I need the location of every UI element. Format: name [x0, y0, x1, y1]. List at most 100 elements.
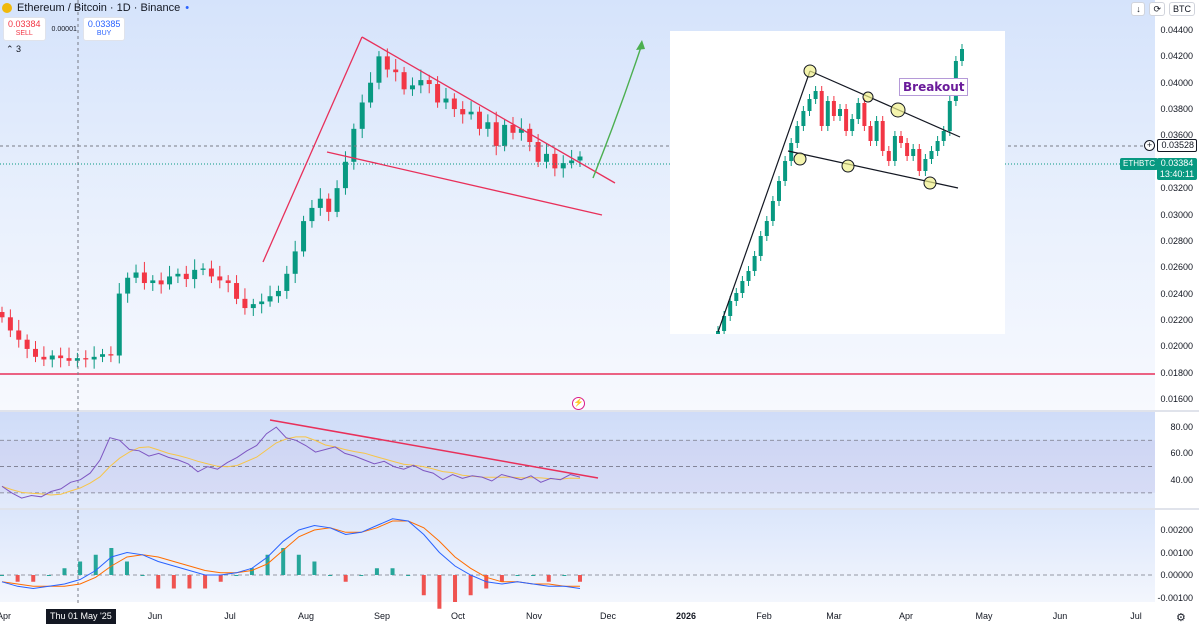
rsi-axis-label: 40.00: [1170, 474, 1193, 485]
candle-body: [543, 153, 549, 162]
buy-label: BUY: [96, 30, 112, 37]
plus-icon[interactable]: +: [1144, 140, 1155, 151]
symbol-header[interactable]: Ethereum / Bitcoin · 1D · Binance •: [2, 2, 189, 14]
download-button[interactable]: ↓: [1131, 2, 1146, 16]
candle-body: [368, 82, 374, 103]
inset-chart: [716, 44, 964, 342]
touch-point: [862, 91, 874, 103]
flagpole-trendline[interactable]: [262, 36, 363, 263]
touch-point-markers: [793, 64, 937, 190]
rsi-axis-label: 80.00: [1170, 422, 1193, 433]
spread-value: 0.00001: [51, 25, 77, 33]
lower-wedge-line[interactable]: [326, 151, 603, 216]
inset-candle-body: [746, 271, 751, 281]
inset-candle-body: [795, 126, 800, 143]
touch-point: [923, 176, 937, 190]
inset-candle-body: [722, 316, 727, 331]
time-axis-label: Mar: [826, 611, 842, 621]
inset-candle-body: [752, 256, 757, 271]
sell-label: SELL: [15, 30, 33, 37]
crosshair-price-tag: 0.03528: [1157, 139, 1197, 152]
rsi-series: [0, 426, 1155, 499]
candle-body: [267, 296, 273, 302]
price-axis-label: 0.04200: [1160, 51, 1193, 62]
candle-body: [342, 161, 348, 189]
scale-toolbar[interactable]: ↓ ⟳ BTC: [1131, 2, 1195, 16]
time-axis-label: 2026: [675, 611, 697, 621]
sell-button[interactable]: 0.03384 SELL: [3, 17, 46, 41]
inset-candle-body: [734, 293, 739, 301]
pane-divider[interactable]: [0, 508, 1199, 510]
candle-body: [476, 111, 482, 129]
candle-body: [242, 298, 248, 309]
inset-candle-body: [947, 101, 952, 131]
sell-price: 0.03384: [8, 19, 41, 29]
candle-body: [116, 293, 122, 356]
macd-histogram-bar: [203, 575, 208, 589]
time-axis-label: Nov: [525, 611, 543, 621]
macd-line: [1, 518, 581, 590]
upper-wedge-line[interactable]: [361, 36, 616, 184]
touch-point: [803, 64, 817, 78]
rsi-band: [0, 440, 1155, 493]
ethereum-logo-icon: [2, 3, 12, 13]
candle-body: [301, 221, 307, 252]
macd-histogram-bar: [31, 575, 36, 582]
candle-body: [74, 358, 80, 361]
indicator-count[interactable]: ⌃ 3: [6, 44, 21, 55]
candle-body: [460, 109, 466, 115]
macd-histogram-bar: [62, 568, 67, 575]
macd-histogram-bar: [156, 575, 161, 589]
candle-body: [376, 56, 382, 83]
candle-body: [351, 128, 357, 162]
inset-candle-body: [886, 151, 891, 161]
buy-button[interactable]: 0.03385 BUY: [82, 17, 126, 41]
touch-point: [793, 152, 807, 166]
inset-candle-body: [960, 49, 964, 61]
time-axis-label: Oct: [450, 611, 466, 621]
rsi-axis-label: 60.00: [1170, 448, 1193, 459]
candle-body: [250, 304, 256, 309]
candle-body: [259, 301, 265, 305]
candle-body: [409, 85, 415, 90]
macd-histogram-bar: [531, 575, 536, 576]
price-axis-label: 0.02200: [1160, 314, 1193, 325]
macd-histogram-bar: [78, 561, 83, 575]
price-axis-label: 0.03600: [1160, 130, 1193, 141]
last-price-tag: 0.03384 13:40:11: [1157, 158, 1197, 180]
price-axis-label: 0.02400: [1160, 288, 1193, 299]
inset-candle-body: [770, 201, 775, 221]
macd-histogram-bar: [15, 575, 20, 582]
candle-body: [225, 280, 231, 284]
macd-histogram-bar: [515, 575, 520, 576]
time-axis-label: Feb: [756, 611, 772, 621]
inset-candle-body: [728, 301, 733, 316]
time-axis-label: Sep: [373, 611, 391, 621]
candle-body: [426, 80, 432, 85]
inset-candle-body: [929, 151, 934, 159]
price-axis-label: 0.04000: [1160, 77, 1193, 88]
price-axis-label: 0.02600: [1160, 262, 1193, 273]
price-axis-label: 0.01600: [1160, 394, 1193, 404]
currency-button[interactable]: BTC: [1169, 2, 1195, 16]
inset-candle-body: [807, 99, 812, 111]
time-axis-label: Jul: [224, 611, 236, 621]
lightning-icon[interactable]: ⚡: [572, 397, 585, 410]
macd-histogram-bar: [124, 561, 129, 575]
candle-body: [577, 156, 583, 161]
pane-divider[interactable]: [0, 410, 1199, 412]
buy-price: 0.03385: [87, 19, 121, 29]
inset-candle-body: [892, 136, 897, 161]
symbol-title[interactable]: Ethereum / Bitcoin · 1D · Binance: [17, 2, 181, 14]
time-axis-label: Jun: [1052, 611, 1068, 621]
time-axis-label: Apr: [898, 611, 914, 621]
refresh-button[interactable]: ⟳: [1149, 2, 1165, 16]
gear-icon[interactable]: ⚙: [1176, 612, 1186, 624]
inset-candle-body: [801, 111, 806, 126]
macd-histogram-bar: [249, 568, 254, 575]
projection-arrow[interactable]: [592, 43, 643, 179]
trade-buttons[interactable]: 0.03384 SELL 0.00001 0.03385 BUY: [3, 17, 126, 41]
rsi-trendline[interactable]: [269, 419, 599, 479]
